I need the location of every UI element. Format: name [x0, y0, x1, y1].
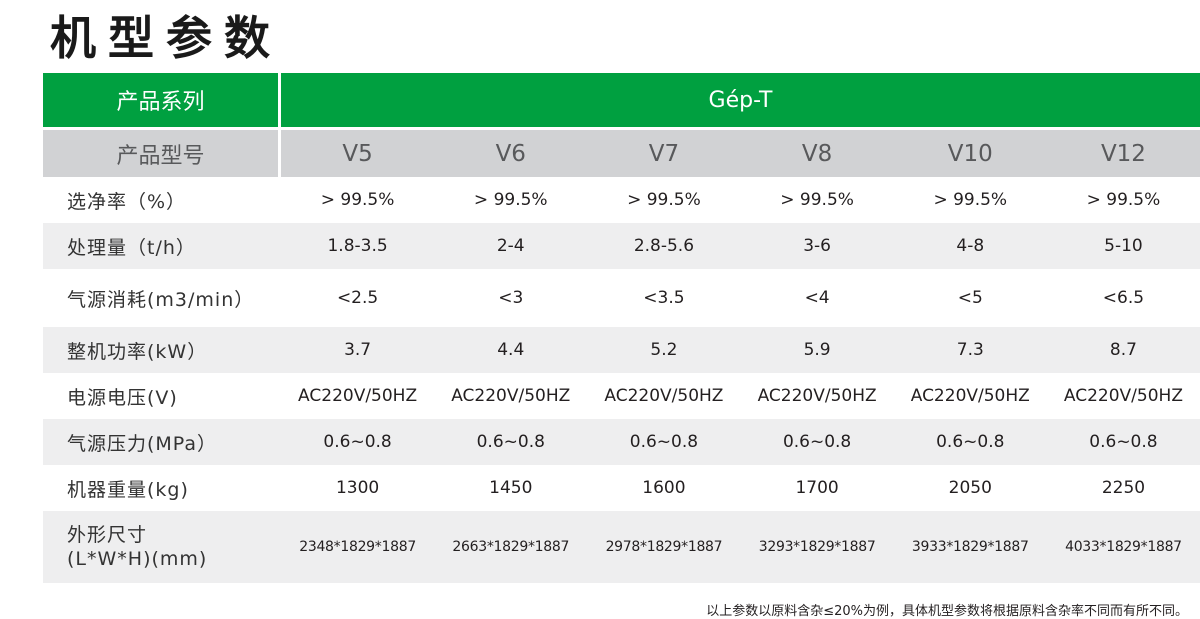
table-cell: > 99.5% — [627, 190, 701, 210]
table-cell: > 99.5% — [320, 190, 395, 210]
table-cell: AC220V/50HZ — [910, 386, 1030, 406]
row-label: 选净率（%） — [67, 190, 187, 213]
table-cell: AC220V/50HZ — [298, 386, 418, 406]
table-cell: 4033*1829*1887 — [1065, 539, 1182, 555]
table-cell: AC220V/50HZ — [757, 386, 877, 406]
table-cell: 5-10 — [1104, 236, 1143, 256]
table-cell: 3293*1829*1887 — [758, 539, 876, 555]
table-cell: 8.7 — [1109, 340, 1137, 360]
table-row-selection-rate: 选净率（%） > 99.5% > 99.5% > 99.5% > 99.5% >… — [43, 177, 1200, 223]
row-label: 外形尺寸 (L*W*H)(mm) — [43, 523, 281, 571]
model-v7: V7 — [648, 140, 680, 167]
table-cell: 3.7 — [344, 340, 372, 360]
table-cell: 0.6~0.8 — [782, 432, 852, 452]
footnote: 以上参数以原料含杂≤20%为例，具体机型参数将根据原料含杂率不同而有所不同。 — [706, 604, 1188, 619]
model-v8: V8 — [801, 140, 833, 167]
table-cell: 0.6~0.8 — [936, 432, 1005, 452]
row-label: 气源消耗(m3/min） — [67, 288, 255, 311]
row-label: 气源压力(MPa） — [67, 432, 218, 455]
table-cell: 1700 — [795, 478, 839, 498]
row-label-line2: (L*W*H)(mm) — [67, 548, 208, 570]
model-label: 产品型号 — [43, 130, 281, 177]
table-cell: > 99.5% — [1086, 190, 1161, 210]
table-cell: 1600 — [642, 478, 686, 498]
table-cell: 0.6~0.8 — [323, 432, 392, 452]
table-cell: 1300 — [335, 478, 380, 498]
table-cell: <3 — [498, 288, 524, 308]
table-cell: 5.2 — [650, 340, 678, 360]
table-row-throughput: 处理量（t/h） 1.8-3.5 2-4 2.8-5.6 3-6 4-8 5-1… — [43, 223, 1200, 269]
table-row-air-pressure: 气源压力(MPa） 0.6~0.8 0.6~0.8 0.6~0.8 0.6~0.… — [43, 419, 1200, 465]
table-cell: AC220V/50HZ — [604, 386, 724, 406]
model-v10: V10 — [947, 140, 993, 167]
table-cell: 4-8 — [956, 236, 985, 256]
table-cell: 3933*1829*1887 — [911, 539, 1029, 555]
table-cell: 5.9 — [803, 340, 831, 360]
table-cell: 1450 — [489, 478, 533, 498]
table-cell: 2348*1829*1887 — [299, 539, 416, 555]
table-cell: 2.8-5.6 — [633, 236, 695, 256]
table-cell: > 99.5% — [933, 190, 1008, 210]
table-cell: <4 — [804, 288, 830, 308]
table-cell: 2250 — [1101, 478, 1146, 498]
row-label: 电源电压(V) — [67, 386, 178, 409]
table-row-weight: 机器重量(kg) 1300 1450 1600 1700 2050 2250 — [43, 465, 1200, 511]
table-cell: 0.6~0.8 — [629, 432, 699, 452]
table-row-power: 整机功率(kW） 3.7 4.4 5.2 5.9 7.3 8.7 — [43, 327, 1200, 373]
spec-table: 产品系列 Gép-T 产品型号 V5 V6 V7 V8 V10 V12 选净率（… — [43, 73, 1200, 583]
table-row-air-consumption: 气源消耗(m3/min） <2.5 <3 <3.5 <4 <5 <6.5 — [43, 269, 1200, 327]
table-row-dimensions: 外形尺寸 (L*W*H)(mm) 2348*1829*1887 2663*182… — [43, 511, 1200, 583]
table-cell: 7.3 — [956, 340, 984, 360]
table-cell: 0.6~0.8 — [476, 432, 545, 452]
row-label-line1: 外形尺寸 — [67, 524, 148, 546]
model-row: 产品型号 V5 V6 V7 V8 V10 V12 — [43, 130, 1200, 177]
row-label: 机器重量(kg) — [67, 478, 189, 501]
table-cell: <6.5 — [1102, 288, 1145, 308]
table-cell: 3-6 — [803, 236, 831, 256]
model-v12: V12 — [1100, 140, 1146, 167]
table-cell: 2978*1829*1887 — [605, 539, 723, 555]
table-row-voltage: 电源电压(V) AC220V/50HZ AC220V/50HZ AC220V/5… — [43, 373, 1200, 419]
table-cell: > 99.5% — [473, 190, 548, 210]
table-cell: > 99.5% — [780, 190, 854, 210]
table-cell: <5 — [957, 288, 983, 308]
series-value: Gép-T — [708, 87, 773, 113]
table-cell: 1.8-3.5 — [327, 236, 388, 256]
model-v6: V6 — [495, 140, 526, 167]
model-v5: V5 — [342, 140, 373, 167]
table-cell: 2050 — [948, 478, 992, 498]
table-cell: <2.5 — [336, 288, 379, 308]
row-label: 整机功率(kW） — [67, 340, 208, 363]
table-cell: 4.4 — [497, 340, 525, 360]
page-title: 机型参数 — [50, 11, 282, 65]
table-cell: AC220V/50HZ — [1063, 386, 1183, 406]
table-cell: 2-4 — [496, 236, 525, 256]
table-cell: AC220V/50HZ — [451, 386, 571, 406]
table-cell: 2663*1829*1887 — [452, 539, 570, 555]
table-cell: <3.5 — [643, 288, 685, 308]
series-label: 产品系列 — [43, 73, 281, 127]
table-cell: 0.6~0.8 — [1089, 432, 1158, 452]
series-row: 产品系列 Gép-T — [43, 73, 1200, 127]
row-label: 处理量（t/h） — [67, 236, 196, 259]
